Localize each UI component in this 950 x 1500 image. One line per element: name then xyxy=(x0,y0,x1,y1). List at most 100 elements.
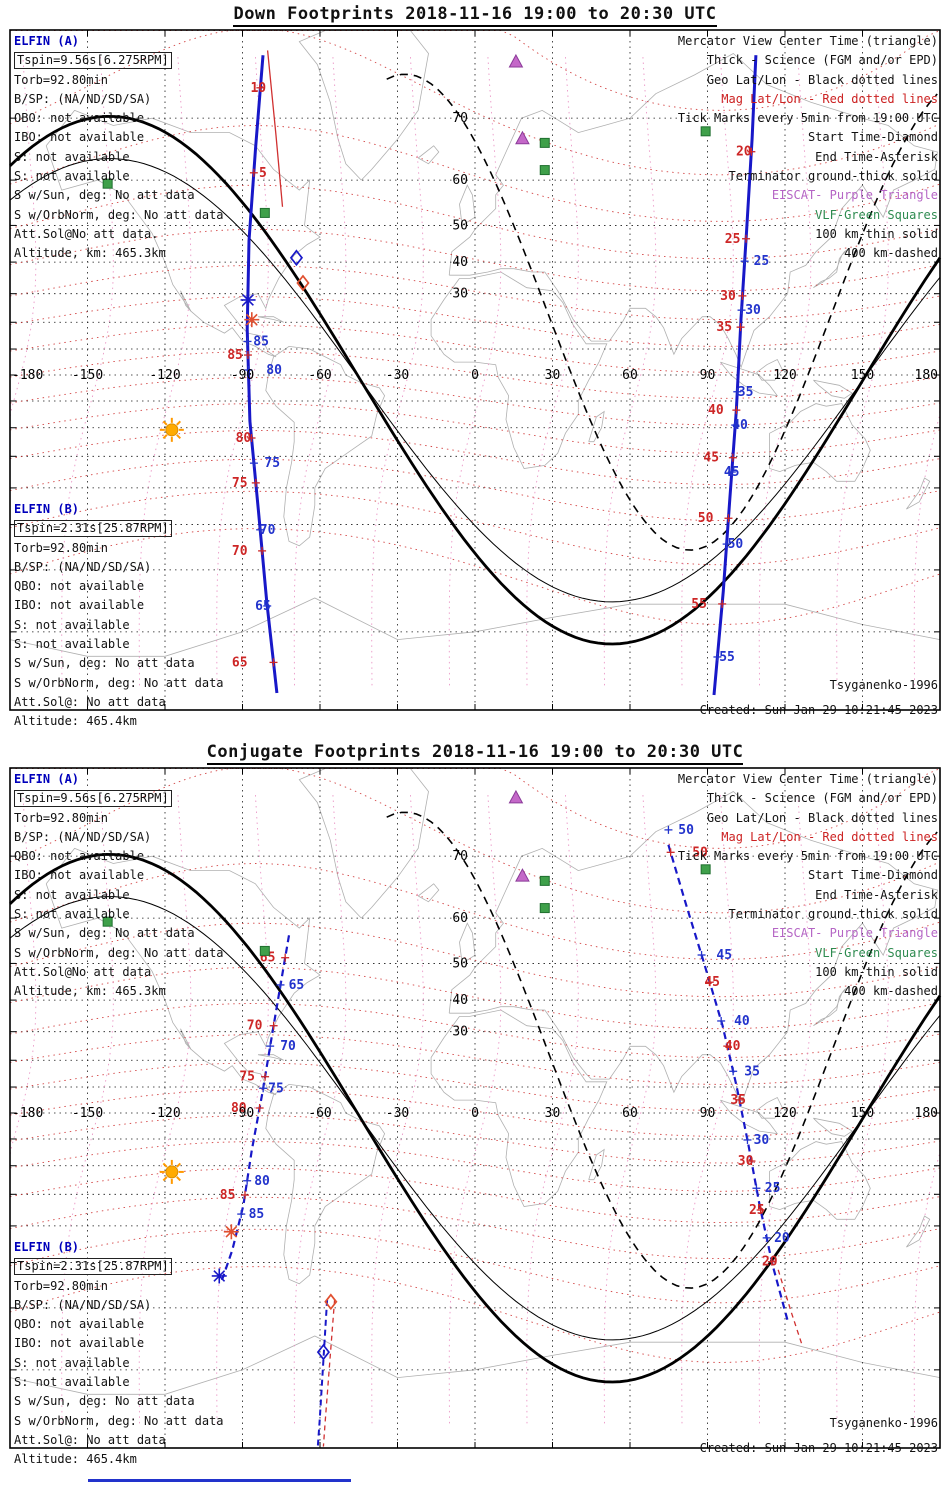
lon-tick-label: 90 xyxy=(700,1106,716,1121)
lon-tick-label: 90 xyxy=(700,368,716,383)
info-line: S: not available xyxy=(14,169,130,184)
legend-item: Tick Marks every 5min from 19:00 UTC xyxy=(677,849,938,864)
elfin-header: ELFIN (A) xyxy=(14,34,80,48)
lat-tick-label: 30 xyxy=(452,1025,468,1040)
elfin-b-info-block: ELFIN (B) Tspin=2.31s[25.87RPM] Torb=92.80… xyxy=(14,500,224,732)
geo-lat-tick-label: 50 xyxy=(728,537,744,552)
conjugate-b-red-tail xyxy=(777,1269,804,1347)
geo-lat-tick-label: 25 xyxy=(754,254,770,269)
info-line: S: not available xyxy=(14,1355,130,1370)
grid-labels: -180 -150 -120 -90 -60 -30 0 30 60 90 120 150 180 70 6… xyxy=(12,111,938,383)
info-line: Att.Sol@No att data xyxy=(14,964,152,979)
lon-tick-label: -30 xyxy=(386,1106,409,1121)
markers xyxy=(102,789,711,1361)
lat-tick-label: 50 xyxy=(452,218,468,233)
mag-lat-tick-label: 40 xyxy=(708,403,724,418)
markers xyxy=(102,53,711,442)
lat-tick-label: 50 xyxy=(452,956,468,971)
geo-lat-tick-label: 30 xyxy=(745,303,761,318)
info-line: Att.Sol@No att data. xyxy=(14,226,159,241)
vlf-square-icon xyxy=(539,137,550,148)
info-line: S: not available xyxy=(14,149,130,164)
mag-lat-tick-label: 20 xyxy=(736,145,752,160)
map-canvas-conjugate: 6570758085657075808550454035302520504540… xyxy=(9,767,942,1449)
tspin-box: Tspin=9.56s[6.275RPM] xyxy=(14,52,172,70)
geo-lat-tick-label: 80 xyxy=(254,1174,270,1189)
info-line: S w/OrbNorm, deg: No att data xyxy=(14,945,224,960)
lon-tick-label: -90 xyxy=(231,368,254,383)
end-asterisk-icon xyxy=(244,312,260,328)
elfin-header: ELFIN (A) xyxy=(14,772,80,786)
lon-tick-label: 120 xyxy=(773,368,796,383)
satellite-tracks: 1058580757065858075706520253035404550552… xyxy=(227,50,770,696)
geo-lat-tick-label: 25 xyxy=(765,1181,781,1196)
info-line: S: not available xyxy=(14,617,130,632)
geo-lat-tick-label: 40 xyxy=(734,1014,750,1029)
created-timestamp-label: Created: Sun Jan 29 10:21:45 2023 xyxy=(699,703,938,717)
coastlines xyxy=(9,768,941,1395)
legend-item: Mercator View Center Time (triangle) xyxy=(677,772,938,786)
elfin-a-footprint-west xyxy=(245,55,279,694)
legend-item: Thick - Science (FGM and/or EPD) xyxy=(706,53,938,68)
start-diamond-icon xyxy=(296,274,310,292)
lon-tick-label: 150 xyxy=(851,368,874,383)
vlf-square-icon xyxy=(259,945,270,956)
info-line: Att.Sol@: No att data xyxy=(14,694,166,709)
panel-title-conjugate: Conjugate Footprints 2018-11-16 19:00 to… xyxy=(0,742,950,765)
tspin-row: Tspin=9.56s[6.275RPM] xyxy=(14,789,224,808)
terminator-400km xyxy=(386,811,938,1289)
legend-item: Thick - Science (FGM and/or EPD) xyxy=(706,791,938,806)
mag-lat-tick-label: 30 xyxy=(720,289,736,304)
mag-lat-tick-label: 65 xyxy=(232,655,248,670)
legend-item: Geo Lat/Lon - Black dotted lines xyxy=(706,810,938,825)
info-line: IBO: not available xyxy=(14,130,145,145)
panel-title-text: Conjugate Footprints 2018-11-16 19:00 to… xyxy=(206,742,744,765)
info-line: B/SP: (NA/ND/SD/SA) xyxy=(14,91,152,106)
info-line: QBO: not available xyxy=(14,1317,145,1332)
info-line: IBO: not available xyxy=(14,868,145,883)
vlf-square-icon xyxy=(700,126,711,137)
lon-tick-label: -120 xyxy=(149,1106,180,1121)
geo-lat-tick-label: 20 xyxy=(774,1231,790,1246)
info-line: Altitude, km: 465.3km xyxy=(14,984,166,999)
lon-tick-label: -150 xyxy=(72,1106,103,1121)
tspin-row: Tspin=9.56s[6.275RPM] xyxy=(14,51,224,70)
mag-lat-tick-label: 85 xyxy=(220,1188,236,1203)
info-line: Att.Sol@: No att data xyxy=(14,1432,166,1447)
plot-frame xyxy=(9,767,941,1449)
info-line: Altitude: 465.4km xyxy=(14,714,137,729)
info-line: S w/OrbNorm, deg: No att data xyxy=(14,207,224,222)
info-line: S: not available xyxy=(14,907,130,922)
lat-tick-label: 40 xyxy=(452,993,468,1008)
info-line: S w/OrbNorm, deg: No att data xyxy=(14,1413,224,1428)
lon-tick-label: -60 xyxy=(308,1106,331,1121)
eiscat-triangle-icon xyxy=(515,868,530,882)
mag-lat-tick-label: 45 xyxy=(703,451,719,466)
lat-tick-label: 60 xyxy=(452,173,468,188)
lon-tick-label: 0 xyxy=(471,368,479,383)
terminator-100km xyxy=(9,896,941,1341)
legend-item: Mercator View Center Time (triangle) xyxy=(677,34,938,48)
mag-lat-tick-label: 55 xyxy=(691,597,707,612)
info-line: Altitude, km: 465.3km xyxy=(14,246,166,261)
info-line: QBO: not available xyxy=(14,579,145,594)
geo-lat-tick-label: 75 xyxy=(264,456,280,471)
lon-tick-label: 120 xyxy=(773,1106,796,1121)
legend-item: Start Time-Diamond xyxy=(807,130,938,145)
lon-tick-label: -30 xyxy=(386,368,409,383)
mag-lat-tick-label: 80 xyxy=(231,1101,247,1116)
vlf-square-icon xyxy=(102,916,113,927)
conjugate-a-west xyxy=(220,935,291,1281)
vlf-square-icon xyxy=(539,875,550,886)
legend-item: VLF-Green Squares xyxy=(815,945,938,960)
panel-title-down: Down Footprints 2018-11-16 19:00 to 20:3… xyxy=(0,4,950,27)
conjugate-b-east xyxy=(667,844,789,1321)
legend-item: EISCAT- Purple Triangle xyxy=(771,188,938,203)
geo-lat-tick-label: 65 xyxy=(289,978,305,993)
mag-lat-tick-label: 50 xyxy=(698,511,714,526)
info-line: S w/Sun, deg: No att data xyxy=(14,188,195,203)
created-timestamp-label: Created: Sun Jan 29 10:21:45 2023 xyxy=(699,1441,938,1455)
grid-labels: -180 -150 -120 -90 -60 -30 0 30 60 90 120 150 180 70 6… xyxy=(12,849,938,1121)
lon-tick-label: -180 xyxy=(12,1106,43,1121)
